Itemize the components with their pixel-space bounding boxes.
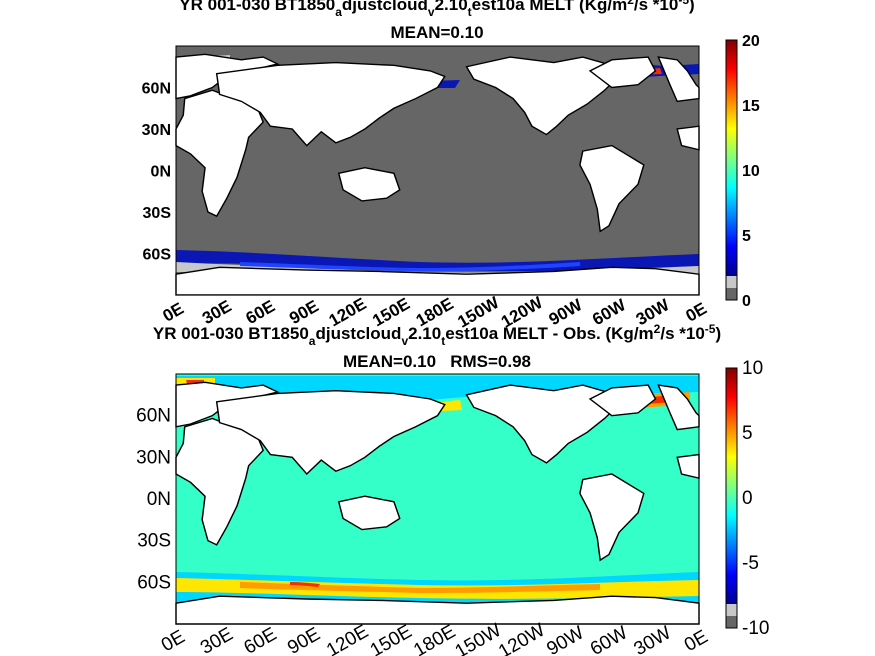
map-2 xyxy=(175,373,700,625)
colorbar-tick-label: -5 xyxy=(742,553,759,574)
y-tick-label: 60S xyxy=(143,247,172,264)
x-tick-label: 90E xyxy=(284,624,324,656)
colorbar-2-lowest-bin xyxy=(726,616,737,628)
colorbar-1-low-bin xyxy=(726,276,737,288)
colorbar-tick-label: 5 xyxy=(742,423,753,444)
x-tick-label: 120E xyxy=(323,621,372,656)
title-2: YR 001-030 BT1850adjustcloudv2.10test10a… xyxy=(153,322,721,371)
colorbar-1-zero-bin xyxy=(726,288,737,300)
y-tick-label: 60N xyxy=(142,81,171,98)
colorbar-1: 20 15 10 5 0 xyxy=(725,33,760,310)
chart-2: YR 001-030 BT1850adjustcloudv2.10test10a… xyxy=(136,322,769,656)
title-1-line2: MEAN=0.10 xyxy=(390,23,483,42)
colorbar-2-tick-labels: 10 5 0 -5 -10 xyxy=(742,358,769,639)
title-1: YR 001-030 BT1850adjustcloudv2.10test10a… xyxy=(179,0,694,42)
x-tick-label: 30W xyxy=(630,622,674,656)
y-axis-1-tick-labels: 60N 30N 0N 30S 60S xyxy=(142,81,172,264)
x-tick-label: 180E xyxy=(410,621,459,656)
colorbar-tick-label: 0 xyxy=(742,488,753,509)
colorbar-tick-label: 0 xyxy=(742,293,751,310)
y-tick-label: 30S xyxy=(143,205,172,222)
title-1-line1: YR 001-030 BT1850adjustcloudv2.10test10a… xyxy=(179,0,694,19)
y-tick-label: 30S xyxy=(137,531,171,552)
colorbar-tick-label: 10 xyxy=(742,358,763,379)
colorbar-2: 10 5 0 -5 -10 xyxy=(725,358,769,639)
colorbar-1-frame xyxy=(725,39,738,301)
colorbar-1-tick-labels: 20 15 10 5 0 xyxy=(742,33,760,310)
colorbar-tick-label: 5 xyxy=(742,228,751,245)
y-axis-2-tick-labels: 60N 30N 0N 30S 60S xyxy=(136,406,171,594)
colorbar-tick-label: 15 xyxy=(742,98,760,115)
x-tick-label: 0E xyxy=(681,626,712,656)
x-tick-label: 60W xyxy=(587,622,631,656)
colorbar-tick-label: 10 xyxy=(742,163,760,180)
map-1-frame xyxy=(175,45,700,296)
y-tick-label: 60N xyxy=(136,406,171,427)
chart-1: YR 001-030 BT1850adjustcloudv2.10test10a… xyxy=(142,0,760,332)
x-tick-label: 150E xyxy=(367,621,416,656)
x-tick-label: 30E xyxy=(197,624,237,656)
y-tick-label: 30N xyxy=(142,122,171,139)
x-tick-label: 0E xyxy=(158,626,189,656)
title-2-line2: MEAN=0.10 RMS=0.98 xyxy=(343,352,531,371)
y-tick-label: 30N xyxy=(136,447,171,468)
x-tick-label: 90W xyxy=(543,622,587,656)
colorbar-2-low-bin xyxy=(726,604,737,616)
y-tick-label: 0N xyxy=(147,489,171,510)
colorbar-tick-label: -10 xyxy=(742,618,769,639)
y-tick-label: 0N xyxy=(151,164,171,181)
colorbar-2-frame xyxy=(725,367,738,629)
colorbar-2-gradient xyxy=(726,368,737,604)
y-tick-label: 60S xyxy=(137,572,171,593)
title-2-line1: YR 001-030 BT1850adjustcloudv2.10test10a… xyxy=(153,322,721,348)
x-tick-label: 150W xyxy=(452,620,506,656)
map-2-frame xyxy=(175,373,700,625)
map-1 xyxy=(175,45,700,296)
colorbar-1-gradient xyxy=(726,40,737,276)
colorbar-tick-label: 20 xyxy=(742,33,760,50)
x-tick-label: 60E xyxy=(241,624,281,656)
x-tick-label: 0E xyxy=(159,299,187,326)
